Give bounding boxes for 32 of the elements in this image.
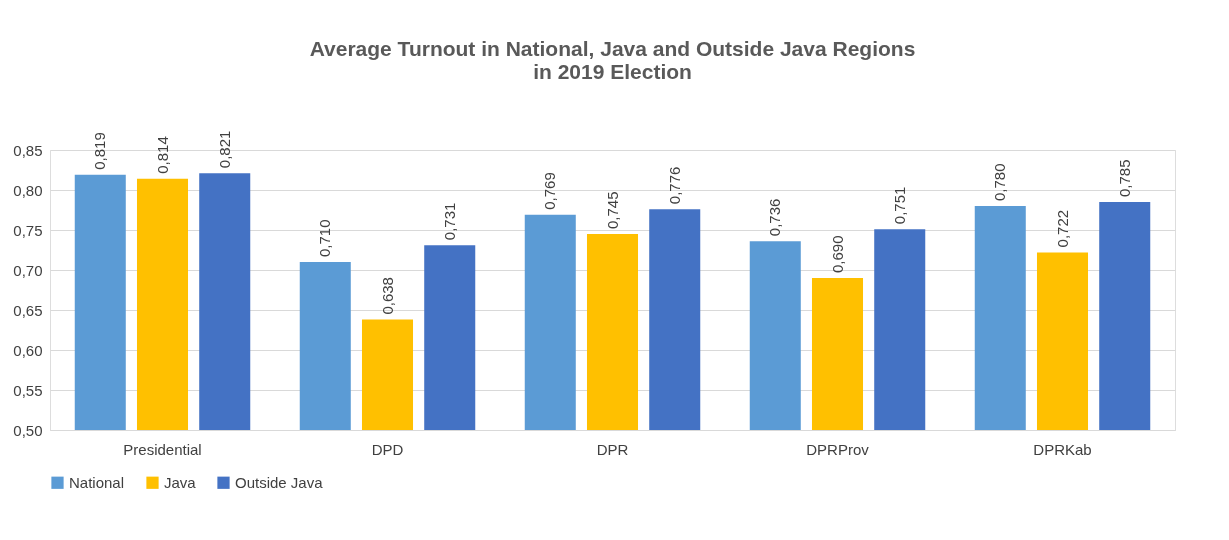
data-label: 0,821: [215, 130, 233, 169]
y-tick-label: 0,60: [13, 341, 43, 359]
legend-label: Outside Java: [235, 473, 324, 491]
legend-label: Java: [164, 473, 197, 491]
data-label: 0,722: [1053, 209, 1071, 248]
data-label: 0,710: [316, 219, 334, 257]
x-tick-label: Presidential: [123, 440, 202, 458]
x-tick-label: DPD: [371, 440, 404, 458]
data-label: 0,780: [991, 163, 1009, 201]
data-label: 0,751: [890, 186, 908, 225]
data-label: 0,736: [766, 198, 784, 237]
y-tick-label: 0,75: [13, 221, 43, 239]
data-label: 0,690: [828, 235, 846, 273]
x-tick-label: DPR: [596, 440, 629, 458]
y-tick-label: 0,65: [13, 301, 43, 319]
data-label: 0,638: [378, 277, 396, 315]
x-tick-label: DPRKab: [1033, 440, 1092, 458]
data-label: 0,769: [541, 172, 559, 210]
chart-title: Average Turnout in National, Java and Outside Java Regions in 2019 Election: [309, 36, 916, 83]
y-tick-label: 0,85: [13, 141, 43, 159]
y-tick-label: 0,80: [13, 181, 43, 199]
data-label: 0,731: [440, 202, 458, 241]
y-tick-label: 0,70: [13, 261, 43, 279]
y-tick-label: 0,55: [13, 381, 43, 399]
data-label: 0,745: [603, 191, 621, 229]
data-label: 0,814: [153, 136, 171, 174]
data-label: 0,776: [665, 166, 683, 205]
data-label: 0,785: [1115, 159, 1133, 197]
x-tick-label: DPRProv: [806, 440, 870, 458]
legend-label: National: [69, 473, 125, 491]
y-tick-label: 0,50: [13, 421, 43, 439]
data-label: 0,819: [91, 132, 109, 170]
